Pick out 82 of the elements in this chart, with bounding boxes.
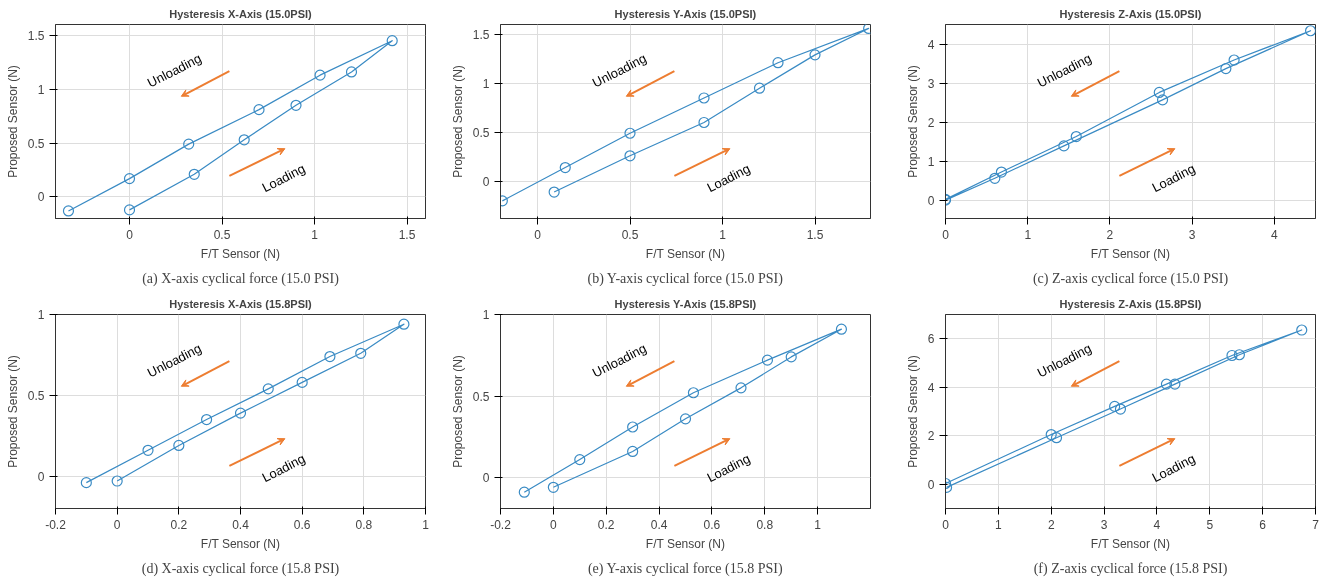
x-tick-label: 0.5 [621,227,639,242]
y-tick-label: 0 [37,190,45,205]
x-tick-label: 1 [995,517,1003,532]
y-tick-label: 0 [482,174,490,189]
text: (f) Z-axis cyclical force (15.8 PSI) [1033,560,1228,577]
y-tick-label: 1.5 [472,27,490,42]
y-axis-title: Proposed Sensor (N) [5,355,20,468]
y-tick-label: 1 [37,82,45,97]
text: (b) Y-axis cyclical force (15.0 PSI) [587,270,784,287]
x-axis-title: F/T Sensor (N) [1090,246,1170,261]
y-axis-title: Proposed Sensor (N) [450,355,465,468]
x-tick-label: 0.6 [293,517,311,532]
chart-title: Hysteresis Y-Axis (15.8PSI) [614,297,757,310]
x-tick-label: 0 [550,517,558,532]
y-tick-label: 1 [927,154,935,169]
chart-title: Hysteresis Z-Axis (15.0PSI) [1059,7,1202,20]
y-tick-label: 0 [37,469,45,484]
x-tick-label: -0.2 [45,517,67,532]
x-tick-label: 0.4 [232,517,250,532]
y-tick-label: 0.5 [27,136,45,151]
y-tick-label: 1 [37,308,45,322]
x-tick-label: 0 [942,227,950,242]
x-axis-title: F/T Sensor (N) [1090,536,1170,551]
y-axis-title: Proposed Sensor (N) [5,65,20,178]
chart-title: Hysteresis Y-Axis (15.0PSI) [614,7,757,20]
x-tick-label: 1 [719,227,727,242]
x-tick-label: 1.5 [806,227,824,242]
y-axis-title: Proposed Sensor (N) [905,65,920,178]
y-tick-label: 0 [927,477,935,492]
y-tick-label: 0.5 [27,388,45,403]
x-tick-label: 0 [126,227,134,242]
x-tick-label: 1 [311,227,319,242]
x-tick-label: 7 [1312,517,1320,532]
y-tick-label: 0.5 [472,125,490,140]
x-tick-label: 0 [113,517,121,532]
x-tick-label: 0.2 [597,517,615,532]
chart-title: Hysteresis X-Axis (15.8PSI) [169,297,313,310]
y-tick-label: 1 [482,76,490,91]
x-tick-label: 6 [1259,517,1267,532]
y-tick-label: 1.5 [27,28,45,43]
y-tick-label: 6 [927,332,935,347]
x-tick-label: 1 [422,517,430,532]
x-axis-title: F/T Sensor (N) [645,536,725,551]
x-tick-label: 0.2 [170,517,188,532]
x-axis-title: F/T Sensor (N) [200,536,280,551]
x-tick-label: 0.4 [650,517,668,532]
x-tick-label: 3 [1188,227,1196,242]
y-axis-title: Proposed Sensor (N) [905,355,920,468]
x-tick-label: 1 [814,517,822,532]
x-tick-label: 2 [1106,227,1114,242]
text: (d) X-axis cyclical force (15.8 PSI) [141,560,340,577]
x-tick-label: 4 [1153,517,1161,532]
x-tick-label: -0.2 [490,517,512,532]
y-tick-label: 0 [482,471,490,486]
y-tick-label: 2 [927,115,935,130]
x-tick-label: 1.5 [398,227,416,242]
text: (a) X-axis cyclical force (15.0 PSI) [142,270,340,287]
y-tick-label: 4 [927,37,935,52]
y-axis-title: Proposed Sensor (N) [450,65,465,178]
x-tick-label: 0.8 [756,517,774,532]
x-tick-label: 5 [1206,517,1214,532]
y-tick-label: 3 [927,76,935,91]
text: (c) Z-axis cyclical force (15.0 PSI) [1032,270,1229,287]
x-tick-label: 2 [1047,517,1055,532]
chart-title: Hysteresis Z-Axis (15.8PSI) [1059,297,1202,310]
x-tick-label: 0.5 [213,227,231,242]
x-axis-title: F/T Sensor (N) [200,246,280,261]
y-tick-label: 0 [927,193,935,208]
x-tick-label: 1 [1024,227,1032,242]
y-tick-label: 1 [482,308,490,322]
chart-title: Hysteresis X-Axis (15.0PSI) [169,7,313,20]
x-tick-label: 0.6 [703,517,721,532]
y-tick-label: 2 [927,429,935,444]
y-tick-label: 4 [927,380,935,395]
x-tick-label: 3 [1100,517,1108,532]
text: (e) Y-axis cyclical force (15.8 PSI) [587,560,783,577]
x-tick-label: 4 [1271,227,1279,242]
x-tick-label: 0 [942,517,950,532]
x-tick-label: 0 [534,227,542,242]
y-tick-label: 0.5 [472,389,490,404]
x-tick-label: 0.8 [355,517,373,532]
x-axis-title: F/T Sensor (N) [645,246,725,261]
